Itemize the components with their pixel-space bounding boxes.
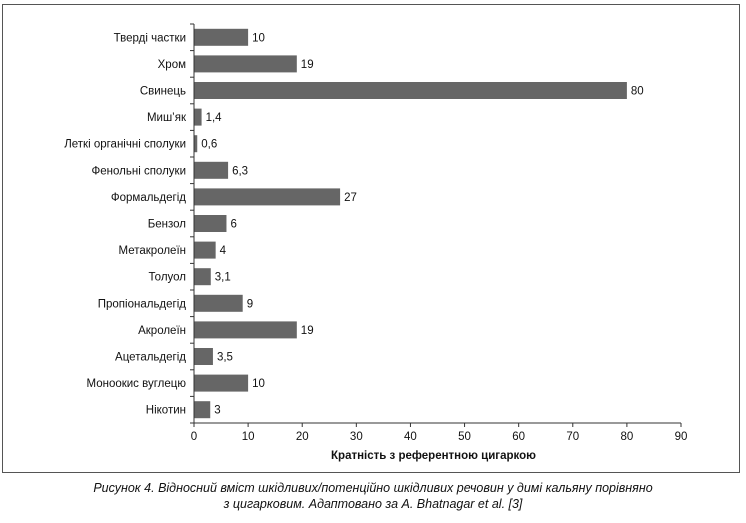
category-label: Моноокис вуглецю <box>86 378 186 390</box>
x-tick-label: 90 <box>675 431 688 443</box>
bar <box>194 161 229 179</box>
bar <box>194 28 249 46</box>
data-label: 0,6 <box>201 139 217 151</box>
x-tick-label: 10 <box>242 431 255 443</box>
bar <box>194 321 297 339</box>
data-label: 3 <box>214 405 220 417</box>
figure-caption: Рисунок 4. Відносний вміст шкідливих/пот… <box>0 480 746 512</box>
bar <box>194 241 216 259</box>
caption-line-2: з цигарковим. Адаптовано за A. Bhatnagar… <box>223 497 523 511</box>
data-label: 3,1 <box>215 272 231 284</box>
category-label: Леткі органічні сполуки <box>64 139 186 151</box>
bar <box>194 215 227 232</box>
category-label: Хром <box>158 59 186 71</box>
x-axis-title: Кратність з референтною цигаркою <box>331 450 536 462</box>
data-label: 80 <box>631 86 644 98</box>
x-tick-label: 30 <box>350 431 363 443</box>
bar <box>194 374 249 392</box>
category-label: Метакролеїн <box>119 245 186 257</box>
category-label: Фенольні сполуки <box>92 165 186 177</box>
category-label: Толуол <box>149 272 186 284</box>
x-tick-label: 0 <box>191 431 197 443</box>
category-label: Формальдегід <box>111 192 186 204</box>
category-label: Свинець <box>140 86 186 98</box>
bar <box>194 268 211 286</box>
x-tick-label: 60 <box>512 431 525 443</box>
x-tick-label: 80 <box>620 431 633 443</box>
bar <box>194 55 297 73</box>
bar <box>194 294 243 312</box>
bar <box>194 82 627 99</box>
bar <box>194 401 211 419</box>
chart-frame: Тверді частки 10 Хром 19 Свинець 80 Миш’як 1,4 Л… <box>2 4 740 473</box>
data-label: 19 <box>301 325 314 337</box>
data-label: 9 <box>247 298 253 310</box>
bar <box>194 135 198 153</box>
bar <box>194 348 213 365</box>
data-label: 3,5 <box>217 352 233 364</box>
data-label: 27 <box>344 192 357 204</box>
x-tick-label: 20 <box>296 431 309 443</box>
category-label: Нікотин <box>146 405 186 417</box>
x-tick-label: 40 <box>404 431 417 443</box>
caption-line-1: Рисунок 4. Відносний вміст шкідливих/пот… <box>93 481 653 495</box>
data-label: 1,4 <box>206 112 223 124</box>
category-label: Ацетальдегід <box>115 352 186 364</box>
category-label: Тверді частки <box>114 32 186 44</box>
category-label: Миш’як <box>147 112 187 124</box>
x-tick-label: 70 <box>566 431 579 443</box>
bar <box>194 188 341 206</box>
data-label: 19 <box>301 59 314 71</box>
data-label: 6,3 <box>232 165 248 177</box>
category-label: Бензол <box>148 219 186 231</box>
bar <box>194 108 202 126</box>
category-label: Акролеїн <box>138 325 186 337</box>
x-tick-label: 50 <box>458 431 471 443</box>
category-label: Пропіональдегід <box>98 298 187 310</box>
bar-chart: Тверді частки 10 Хром 19 Свинець 80 Миш’як 1,4 Л… <box>64 23 688 462</box>
data-label: 4 <box>220 245 227 257</box>
data-label: 10 <box>252 32 265 44</box>
data-label: 6 <box>230 219 236 231</box>
data-label: 10 <box>252 378 265 390</box>
